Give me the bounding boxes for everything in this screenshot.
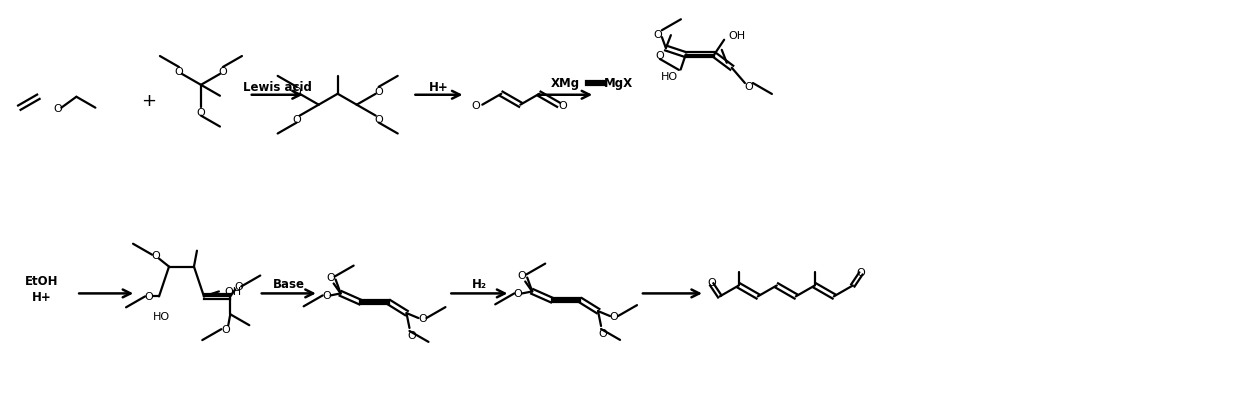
Text: O: O (418, 313, 427, 323)
Text: O: O (322, 291, 331, 301)
Text: O: O (151, 250, 160, 260)
Text: HO: HO (661, 72, 678, 82)
Text: OH: OH (224, 287, 241, 297)
Text: O: O (293, 114, 301, 124)
Text: XMg: XMg (551, 77, 579, 90)
Text: O: O (471, 100, 480, 110)
Text: O: O (407, 330, 415, 340)
Text: O: O (221, 324, 229, 335)
Text: MgX: MgX (604, 77, 632, 90)
Text: O: O (744, 82, 753, 92)
Text: O: O (234, 282, 243, 292)
Text: O: O (558, 100, 567, 110)
Text: O: O (610, 311, 619, 321)
Text: O: O (599, 328, 608, 338)
Text: OH: OH (728, 31, 745, 40)
Text: O: O (53, 103, 62, 114)
Text: H₂: H₂ (471, 277, 487, 290)
Text: O: O (175, 67, 184, 77)
Text: O: O (293, 87, 301, 97)
Text: O: O (326, 272, 335, 282)
Text: HO: HO (153, 311, 170, 321)
Text: Lewis acid: Lewis acid (243, 81, 312, 94)
Text: O: O (197, 107, 206, 117)
Text: H+: H+ (31, 290, 51, 303)
Text: O: O (518, 270, 527, 280)
Text: H+: H+ (429, 81, 449, 94)
Text: Base: Base (273, 277, 305, 290)
Text: O: O (857, 267, 866, 277)
Text: O: O (707, 278, 717, 288)
Text: +: + (141, 92, 156, 109)
Text: O: O (218, 67, 227, 77)
Text: O: O (513, 289, 522, 299)
Text: EtOH: EtOH (25, 274, 58, 287)
Text: O: O (656, 51, 665, 61)
Text: O: O (374, 114, 383, 124)
Text: O: O (374, 87, 383, 97)
Text: O: O (145, 292, 154, 301)
Text: O: O (653, 30, 662, 40)
